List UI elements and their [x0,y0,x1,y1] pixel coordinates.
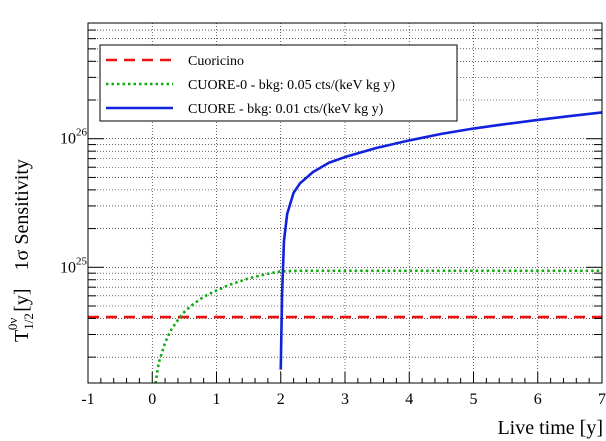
x-tick-label: 2 [277,391,285,408]
legend-label-cuore0: CUORE-0 - bkg: 0.05 cts/(keV kg y) [188,78,395,93]
x-tick-label: 4 [405,391,413,408]
x-tick-label: -1 [81,391,94,408]
legend-label-cuoricino: Cuoricino [188,54,244,69]
series-line-cuore [279,111,603,370]
x-tick-label: 3 [341,391,349,408]
y-tick-label-exp: 26 [76,127,88,139]
x-tick-label: 7 [598,391,606,408]
legend-label-cuore: CUORE - bkg: 0.01 cts/(keV kg y) [188,102,384,117]
y-axis-label-suffix: 1σ Sensitivity [11,159,33,270]
y-axis-label-base: T [11,330,33,342]
y-tick-label-base: 10 [60,259,76,276]
x-tick-label: 5 [470,391,478,408]
y-axis-label-sup: 0ν [5,318,20,331]
series-layer [88,111,603,384]
x-tick-label: 6 [534,391,542,408]
series-line-cuore0 [154,269,602,384]
y-tick-label: 1026 [60,127,88,148]
x-axis-label: Live time [y] [497,417,603,439]
y-tick-label-exp: 25 [76,255,88,267]
x-tick-label: 0 [148,391,156,408]
y-axis-label-unit: [y] [11,288,33,311]
y-tick-label-base: 10 [60,131,76,148]
y-tick-label: 1025 [60,255,88,276]
y-axis-label: T1/20ν [y] 1σ Sensitivity [5,159,36,342]
x-tick-label: 1 [213,391,221,408]
legend: Cuoricino CUORE-0 - bkg: 0.05 cts/(keV k… [99,44,458,122]
y-axis-label-sub: 1/2 [21,313,36,330]
